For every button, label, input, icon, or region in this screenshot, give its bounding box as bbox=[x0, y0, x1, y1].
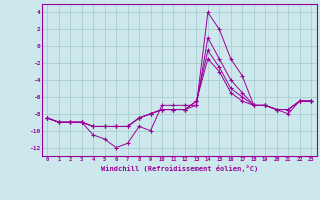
X-axis label: Windchill (Refroidissement éolien,°C): Windchill (Refroidissement éolien,°C) bbox=[100, 165, 258, 172]
